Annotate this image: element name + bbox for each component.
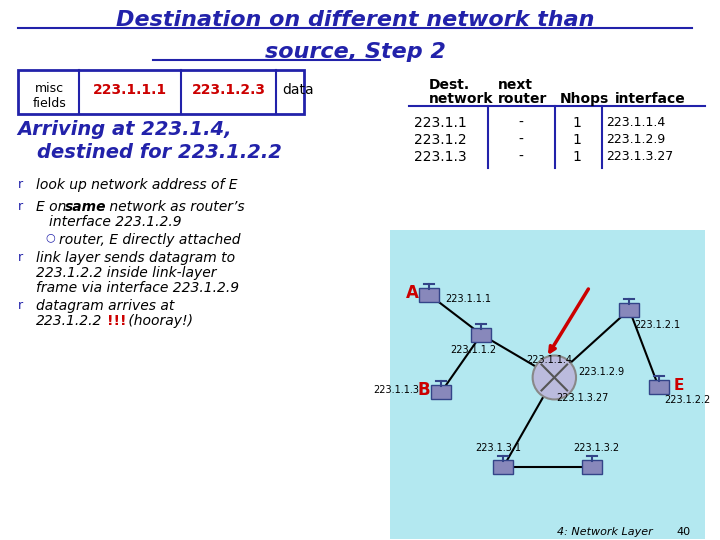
- FancyBboxPatch shape: [419, 288, 439, 301]
- Text: r: r: [18, 299, 23, 312]
- Text: -: -: [518, 116, 523, 130]
- Text: Dest.: Dest.: [429, 78, 470, 92]
- Text: E on: E on: [35, 200, 71, 214]
- Text: destined for 223.1.2.2: destined for 223.1.2.2: [37, 143, 282, 162]
- Text: 223.1.2.2: 223.1.2.2: [35, 314, 102, 328]
- Text: interface 223.1.2.9: interface 223.1.2.9: [49, 215, 182, 229]
- Text: Destination on different network than: Destination on different network than: [116, 10, 594, 30]
- Text: 4: Network Layer: 4: Network Layer: [557, 527, 653, 537]
- Text: 223.1.3.27: 223.1.3.27: [607, 150, 674, 163]
- FancyBboxPatch shape: [431, 386, 451, 400]
- Text: 223.1.1.2: 223.1.1.2: [451, 345, 497, 355]
- Text: router: router: [498, 92, 547, 106]
- Text: network: network: [429, 92, 494, 106]
- Text: 1: 1: [572, 150, 582, 164]
- Text: 40: 40: [676, 527, 690, 537]
- Text: source, Step 2: source, Step 2: [265, 42, 446, 62]
- Text: 223.1.2.3: 223.1.2.3: [192, 83, 266, 97]
- Text: r: r: [18, 200, 23, 213]
- Text: same: same: [65, 200, 107, 214]
- Text: A: A: [406, 284, 419, 301]
- Text: ○: ○: [45, 233, 55, 242]
- Text: frame via interface 223.1.2.9: frame via interface 223.1.2.9: [35, 281, 238, 295]
- FancyBboxPatch shape: [493, 461, 513, 474]
- Text: 223.1.3.2: 223.1.3.2: [574, 443, 620, 454]
- FancyBboxPatch shape: [649, 381, 669, 394]
- Text: 223.1.2.2 inside link-layer: 223.1.2.2 inside link-layer: [35, 266, 216, 280]
- FancyBboxPatch shape: [18, 70, 304, 114]
- Text: 223.1.3: 223.1.3: [414, 150, 467, 164]
- Text: 223.1.1: 223.1.1: [414, 116, 467, 130]
- FancyBboxPatch shape: [582, 461, 602, 474]
- FancyBboxPatch shape: [472, 328, 491, 341]
- Text: 223.1.1.1: 223.1.1.1: [445, 294, 491, 303]
- Text: network as router’s: network as router’s: [104, 200, 244, 214]
- Text: -: -: [518, 133, 523, 147]
- Text: r: r: [18, 178, 23, 191]
- Text: fields: fields: [32, 97, 66, 110]
- Text: 223.1.2.1: 223.1.2.1: [634, 320, 680, 329]
- Text: !!!: !!!: [107, 314, 126, 328]
- Text: 223.1.1.1: 223.1.1.1: [93, 83, 167, 97]
- Text: router, E directly attached: router, E directly attached: [59, 233, 240, 247]
- Text: 223.1.1.3: 223.1.1.3: [373, 386, 419, 395]
- Text: interface: interface: [614, 92, 685, 106]
- FancyBboxPatch shape: [619, 302, 639, 316]
- Text: data: data: [282, 83, 314, 97]
- Text: Nhops: Nhops: [559, 92, 608, 106]
- Circle shape: [533, 355, 576, 400]
- Text: 223.1.2: 223.1.2: [414, 133, 467, 147]
- Text: 223.1.2.9: 223.1.2.9: [578, 368, 624, 377]
- Text: 223.1.2.9: 223.1.2.9: [607, 133, 666, 146]
- Text: link layer sends datagram to: link layer sends datagram to: [35, 251, 235, 265]
- Text: (hooray!): (hooray!): [125, 314, 193, 328]
- Text: 223.1.1.4: 223.1.1.4: [526, 355, 572, 366]
- Text: 1: 1: [572, 116, 582, 130]
- Text: 1: 1: [572, 133, 582, 147]
- FancyBboxPatch shape: [390, 230, 706, 539]
- Text: B: B: [418, 381, 431, 400]
- Text: -: -: [518, 150, 523, 164]
- Text: r: r: [18, 251, 23, 264]
- Text: 223.1.2.2: 223.1.2.2: [664, 395, 710, 406]
- Text: 223.1.3.1: 223.1.3.1: [475, 443, 521, 454]
- Text: 223.1.1.4: 223.1.1.4: [607, 116, 666, 129]
- Text: E: E: [673, 378, 684, 393]
- Text: next: next: [498, 78, 533, 92]
- Text: 223.1.3.27: 223.1.3.27: [557, 394, 608, 403]
- Text: look up network address of E: look up network address of E: [35, 178, 237, 192]
- Text: misc: misc: [35, 82, 64, 95]
- Text: datagram arrives at: datagram arrives at: [35, 299, 174, 313]
- Text: Arriving at 223.1.4,: Arriving at 223.1.4,: [18, 120, 233, 139]
